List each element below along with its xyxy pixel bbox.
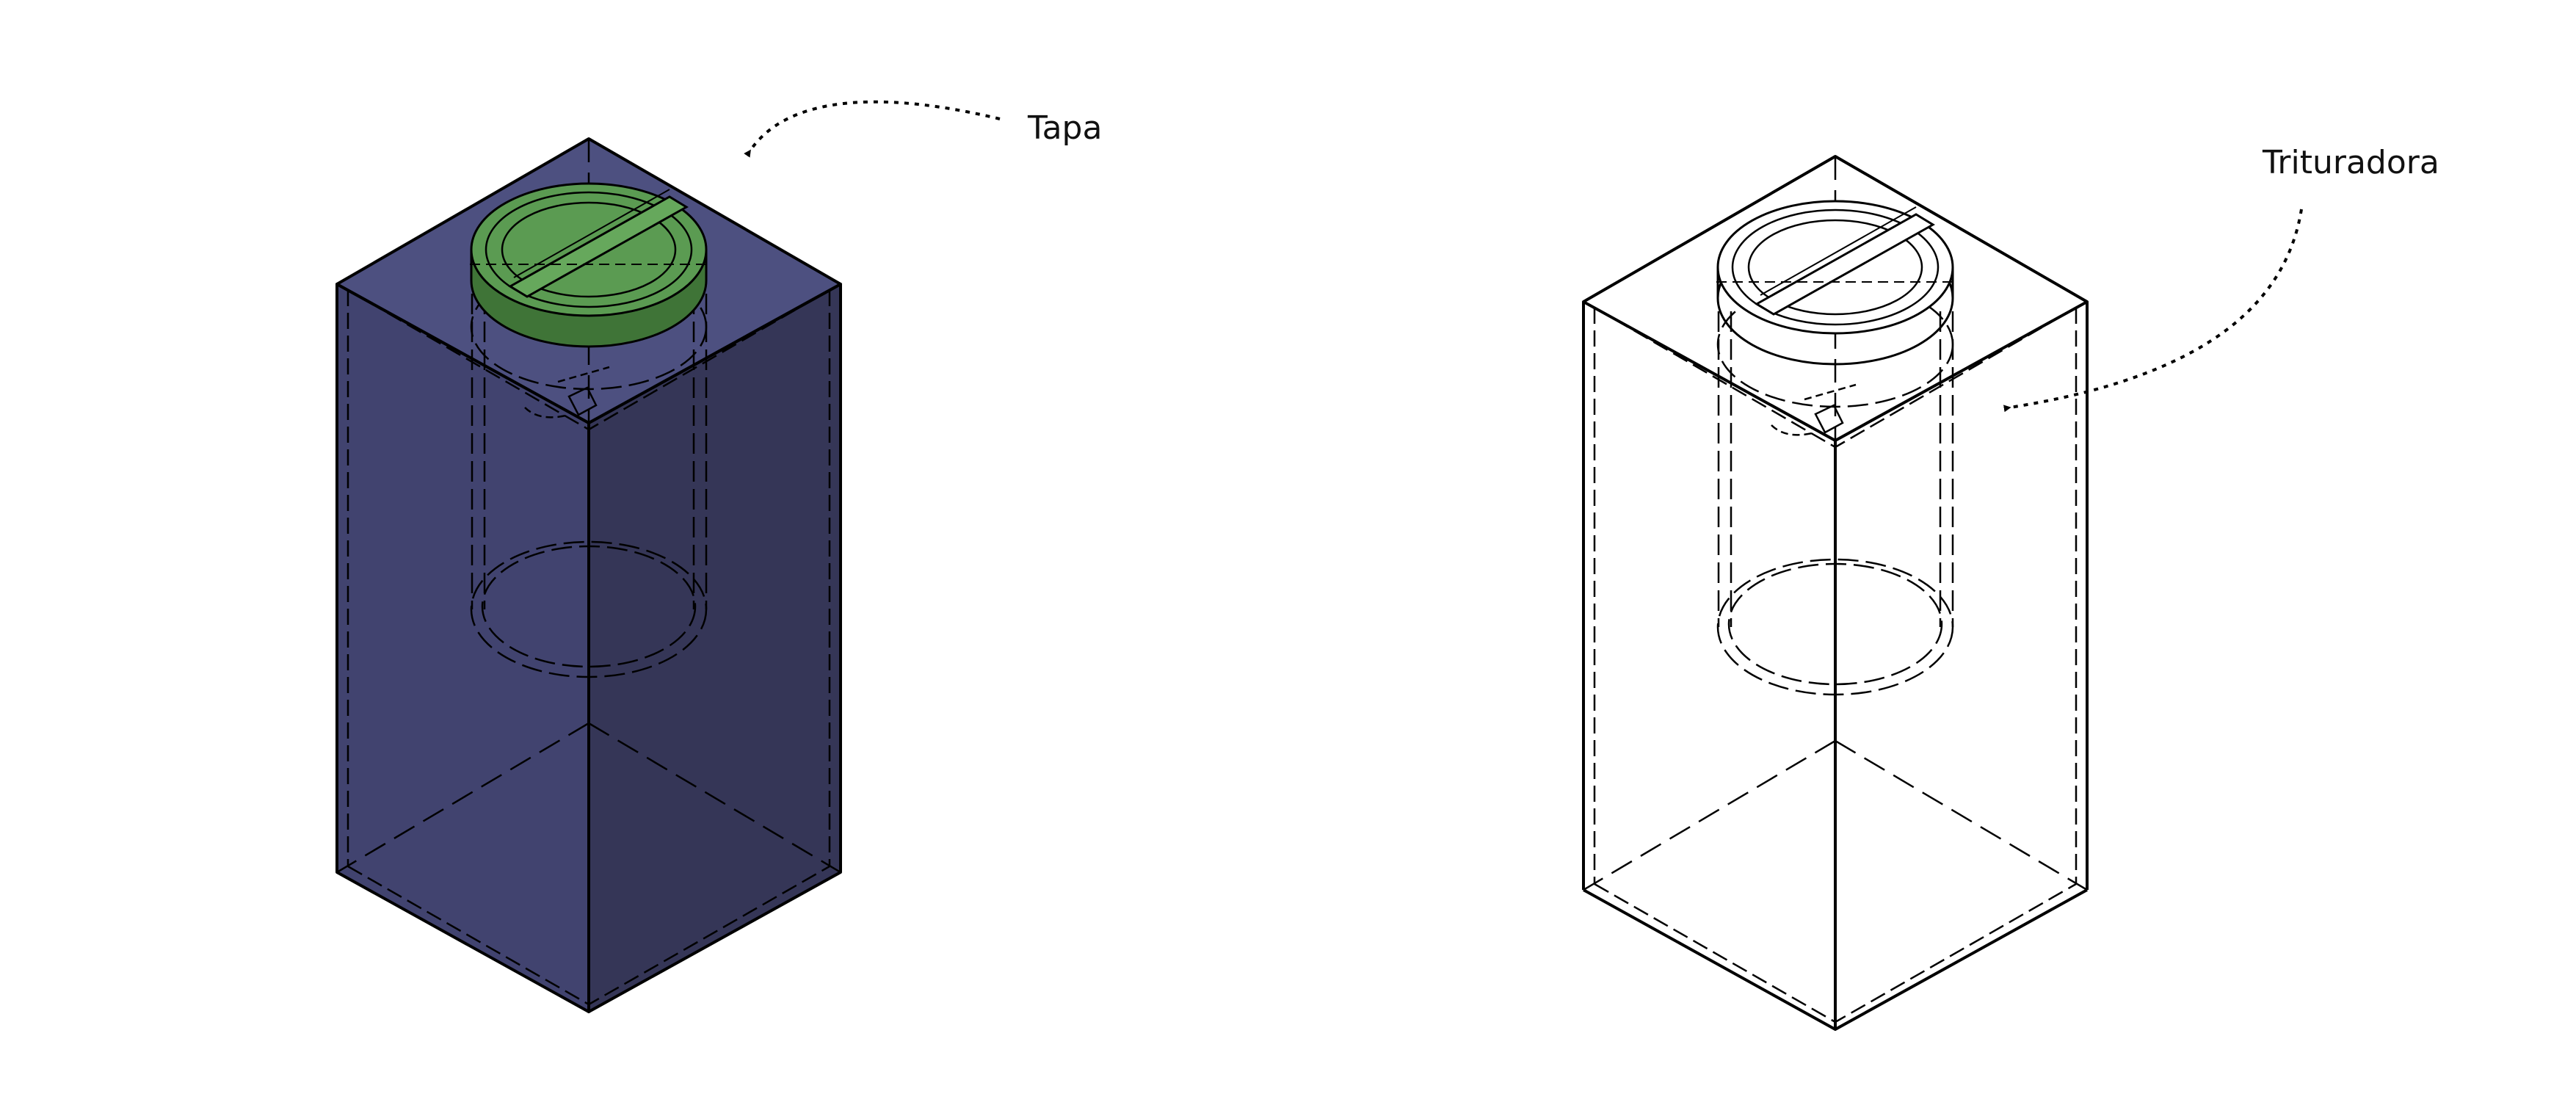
callout-arrow-trituradora xyxy=(2003,209,2303,413)
callout-arrow-tapa xyxy=(744,100,1001,158)
box-hidden-edges xyxy=(336,139,841,1012)
assembly-with-lid xyxy=(335,137,842,1013)
assembly-without-lid xyxy=(1582,155,2089,1031)
wire-inner-feature xyxy=(1771,383,1857,436)
lid-slot xyxy=(508,195,689,298)
label-trituradora: Trituradora xyxy=(2262,144,2439,181)
inner-feature xyxy=(524,366,610,419)
label-tapa: Tapa xyxy=(1027,109,1102,147)
callout-tapa: Tapa xyxy=(744,100,1102,158)
lid-tapa xyxy=(470,182,708,348)
callout-trituradora: Trituradora xyxy=(2003,144,2439,413)
wire-box-hidden-edges xyxy=(1583,156,2088,891)
wire-grinder-top xyxy=(1716,200,1954,366)
